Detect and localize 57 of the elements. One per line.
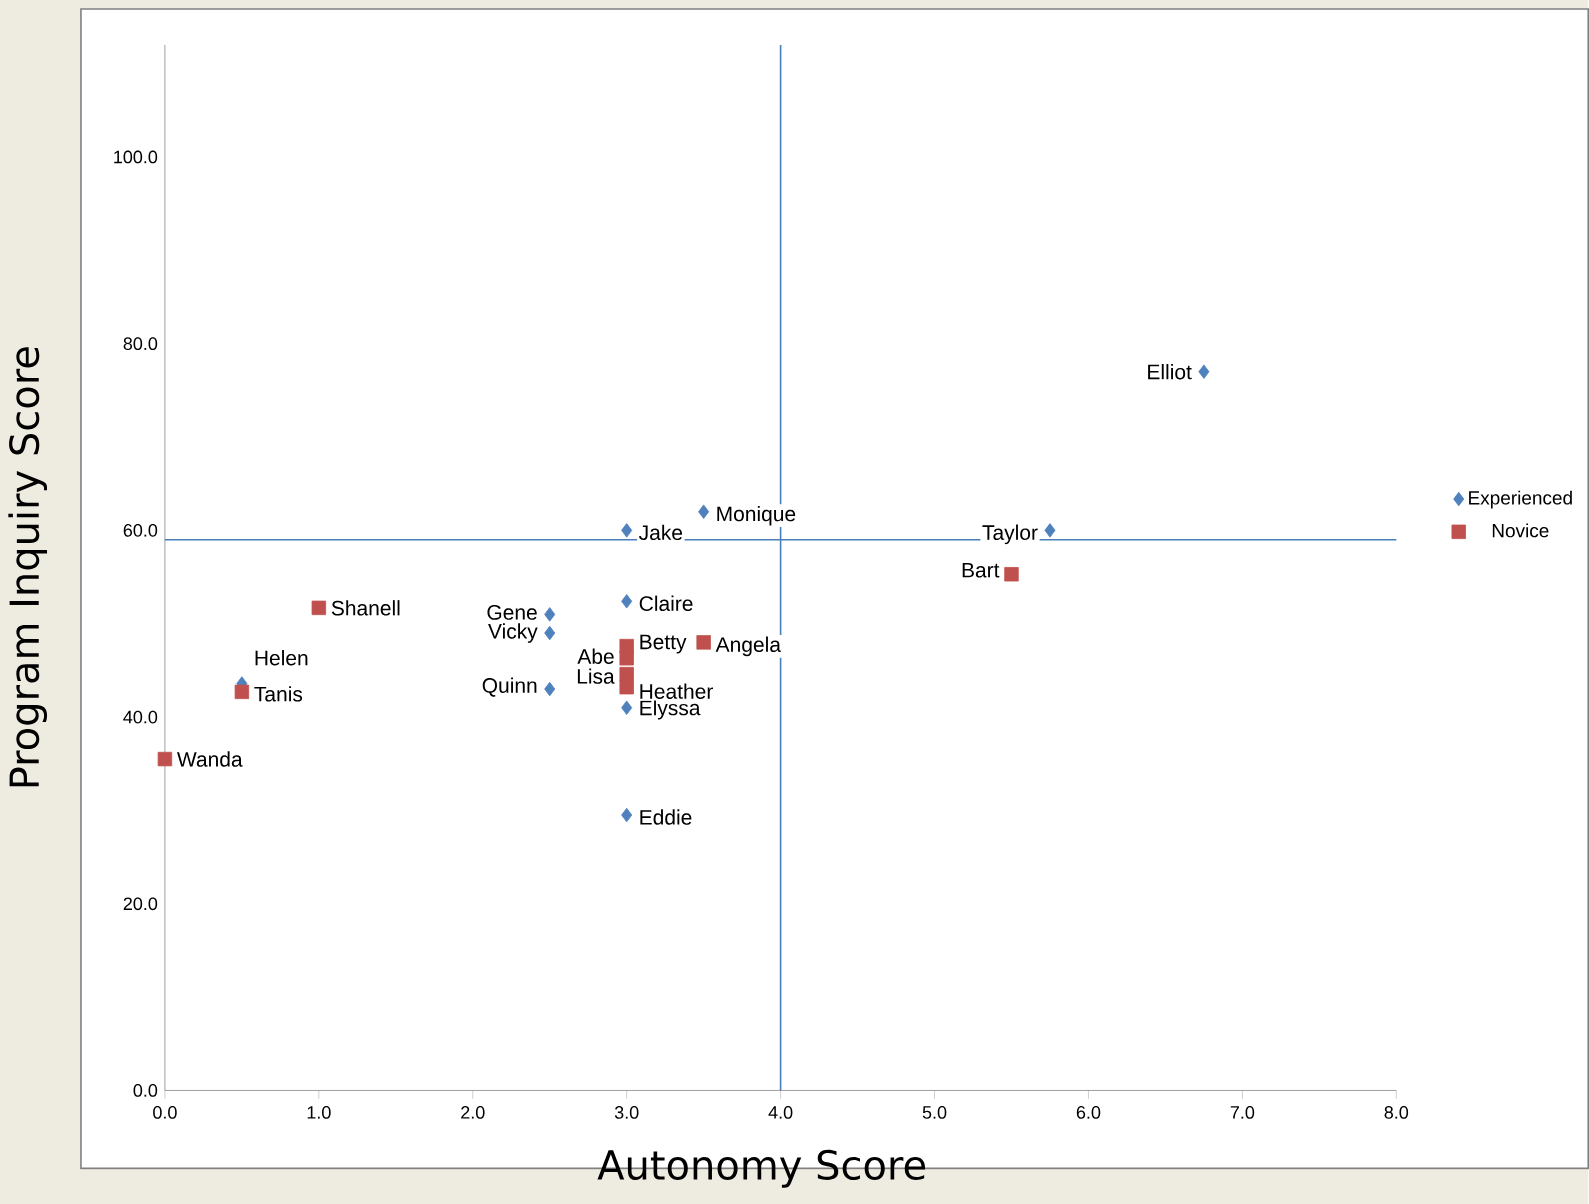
annotation: Angela: [715, 636, 781, 656]
y-tick-label: 60.0: [123, 523, 158, 537]
x-tick-label: 5.0: [922, 1105, 947, 1119]
point: [621, 807, 633, 823]
x-tick-label: 1.0: [307, 1105, 331, 1119]
x-tick-label: 7.0: [1230, 1105, 1255, 1119]
annotation: Monique: [717, 505, 796, 526]
annotation: Tanis: [254, 685, 303, 702]
annotation: Taylor: [982, 524, 1038, 544]
legend-label: Experienced: [1469, 490, 1572, 509]
point: [1004, 566, 1019, 582]
annotation: Betty: [640, 634, 687, 654]
point: [544, 681, 556, 697]
annotation: Bart: [962, 562, 1000, 578]
y-tick-label: 0.0: [133, 1083, 158, 1097]
y-tick-label: 20.0: [123, 897, 158, 910]
point: [311, 600, 327, 615]
point: [544, 625, 556, 641]
annotation: Eddie: [640, 809, 692, 825]
annotation: Vicky: [488, 623, 538, 643]
x-tick-label: 6.0: [1076, 1105, 1101, 1119]
point: [621, 700, 633, 715]
annotation: Quinn: [482, 677, 537, 697]
annotation: Elyssa: [640, 699, 701, 720]
annotation: Claire: [639, 595, 693, 611]
annotation: Helen: [255, 649, 308, 666]
x-tick-label: 2.0: [461, 1105, 485, 1119]
y-tick-label: 80.0: [123, 337, 158, 350]
point: [1044, 522, 1056, 538]
annotation: Shanell: [331, 599, 400, 616]
x-tick-label: 8.0: [1384, 1105, 1409, 1119]
point: [234, 684, 250, 699]
annotation: Lisa: [577, 668, 615, 684]
point: [698, 504, 710, 519]
point: [621, 593, 633, 609]
annotation: Gene: [487, 604, 537, 620]
point: [619, 679, 634, 695]
x-tick-label: 4.0: [768, 1105, 793, 1119]
legend-label: Novice: [1492, 523, 1549, 538]
y-tick-label: 40.0: [123, 710, 158, 724]
x-axis-title: Autonomy Score: [597, 1149, 926, 1188]
point: [619, 650, 634, 666]
annotation: Abe: [577, 648, 614, 664]
x-tick-label: 0.0: [153, 1105, 177, 1119]
point: [1198, 364, 1210, 379]
annotation: Jake: [638, 524, 683, 540]
y-tick-label: 100.0: [114, 150, 158, 164]
annotation: Wanda: [177, 751, 243, 767]
y-axis-title: Program Inquiry Score: [8, 346, 48, 787]
annotation: Elliot: [1148, 363, 1192, 380]
point: [157, 751, 173, 767]
point: [544, 606, 556, 622]
point: [696, 635, 711, 650]
annotation: Heather: [640, 683, 713, 699]
point: [621, 522, 633, 538]
x-tick-label: 3.0: [614, 1105, 639, 1119]
point: [619, 666, 634, 682]
